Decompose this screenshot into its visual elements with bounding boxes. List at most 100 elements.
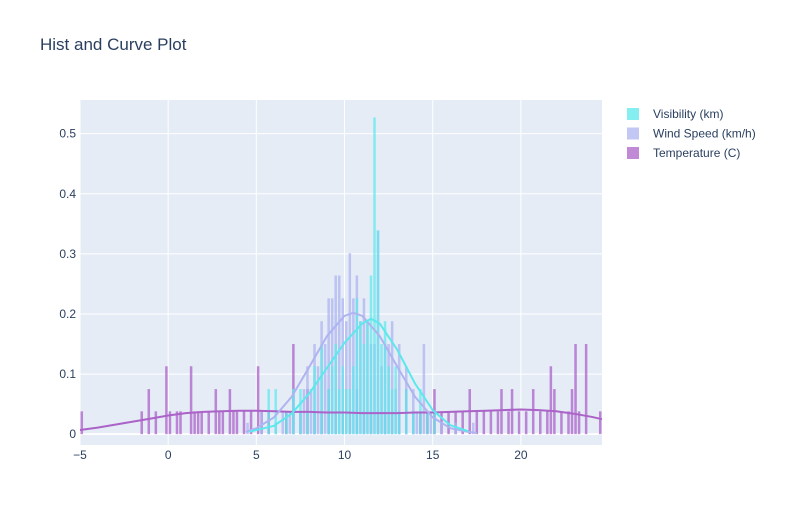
legend-swatch	[627, 108, 639, 120]
legend-label: Visibility (km)	[653, 107, 723, 121]
histogram-bar	[376, 230, 380, 435]
histogram-bar	[348, 253, 352, 435]
histogram-bar	[140, 411, 143, 435]
histogram-bar	[320, 344, 323, 435]
histogram-bar	[390, 389, 394, 435]
histogram-bar	[256, 366, 260, 435]
histogram-bar	[475, 411, 479, 435]
histogram-bar	[249, 411, 253, 435]
histogram-bar	[232, 411, 235, 435]
histogram-bar	[168, 411, 172, 435]
histogram-bar	[549, 366, 553, 435]
y-tick-label: 0.3	[59, 247, 76, 261]
histogram-bar	[352, 366, 355, 435]
histogram-bar	[221, 411, 225, 435]
histogram-bar	[531, 389, 535, 435]
legend-swatch	[627, 127, 639, 140]
histogram-bar	[369, 275, 373, 435]
histogram-bar	[507, 411, 510, 435]
density-curve	[79, 408, 603, 431]
y-tick-label: 0.4	[59, 187, 76, 201]
y-axis-ticks: 0 0.1 0.2 0.3 0.4 0.5	[59, 127, 76, 442]
histogram-bar	[306, 366, 309, 435]
density-curve	[249, 317, 469, 433]
histogram-bar	[397, 344, 401, 435]
histogram-bar	[285, 411, 288, 435]
histogram-bar	[330, 366, 334, 435]
histogram-bar	[323, 344, 327, 435]
histogram-bar	[500, 389, 503, 435]
histogram-bar	[165, 366, 168, 435]
histogram-bar	[496, 411, 500, 435]
histogram-bar	[341, 366, 345, 435]
histogram-bar	[373, 117, 376, 435]
histogram-bar	[560, 411, 563, 435]
histogram-bar	[440, 422, 443, 435]
y-tick-label: 0.1	[59, 367, 76, 381]
histogram-bar	[482, 411, 486, 435]
histogram-bar	[337, 275, 341, 435]
histogram-bar	[80, 411, 84, 435]
histogram-bar	[316, 366, 320, 435]
histogram-bar	[196, 411, 200, 435]
histogram-bar	[429, 411, 433, 435]
histogram-bar	[524, 411, 528, 435]
y-tick-label: 0	[69, 427, 76, 441]
histogram-bar	[539, 411, 542, 435]
histogram-bar	[175, 411, 179, 435]
histogram-bar	[313, 366, 316, 435]
legend-swatch	[627, 147, 639, 159]
histogram-bar	[200, 411, 203, 435]
histogram-bar	[433, 411, 436, 435]
histogram-bar	[366, 321, 369, 435]
x-tick-label: 0	[165, 448, 172, 462]
legend-label: Wind Speed (km/h)	[653, 127, 756, 141]
histogram-bar	[380, 344, 383, 435]
histogram-bar	[461, 411, 464, 435]
histogram-bar	[345, 321, 348, 435]
histogram-bar	[584, 344, 588, 435]
histogram-bar	[246, 422, 249, 435]
histogram-bar	[207, 411, 210, 435]
histogram-bar	[412, 411, 415, 435]
histogram-bar	[362, 344, 366, 435]
histogram-bar	[394, 366, 397, 435]
histogram-bar	[154, 411, 158, 435]
plot-background	[80, 100, 602, 445]
histogram-bar	[426, 411, 429, 435]
chart-title: Hist and Curve Plot	[40, 35, 187, 54]
histogram-bar	[179, 411, 182, 435]
histogram-bar	[306, 411, 309, 435]
histogram-bar	[510, 389, 514, 435]
y-tick-label: 0.2	[59, 307, 76, 321]
histogram-bar	[387, 366, 390, 435]
histogram-bar	[235, 411, 239, 435]
histogram-bar	[242, 411, 246, 435]
histogram-bar	[422, 344, 426, 435]
histogram-bar	[397, 411, 401, 435]
histogram-bar	[598, 411, 602, 435]
histogram-bar	[546, 411, 549, 435]
x-tick-label: 5	[253, 448, 260, 462]
histogram-bar	[404, 389, 408, 435]
x-tick-label: 20	[514, 448, 528, 462]
histogram-bar	[281, 411, 285, 435]
histogram-bar	[348, 389, 352, 435]
x-tick-label: 10	[338, 448, 352, 462]
histogram-bar	[147, 389, 151, 435]
histogram-bar	[567, 411, 570, 435]
histogram-bar	[383, 321, 387, 435]
histogram-bar	[218, 411, 221, 435]
legend: Visibility (km) Wind Speed (km/h) Temperat…	[627, 107, 756, 160]
histogram-bar	[260, 411, 263, 435]
x-tick-label: −5	[73, 448, 87, 462]
histogram-bar	[472, 422, 475, 435]
density-curves	[79, 311, 603, 434]
histogram-bar	[334, 344, 337, 435]
histogram-bar	[288, 411, 292, 435]
histogram-bar	[489, 411, 493, 435]
histogram-bar	[517, 411, 521, 435]
density-curve	[245, 311, 477, 434]
